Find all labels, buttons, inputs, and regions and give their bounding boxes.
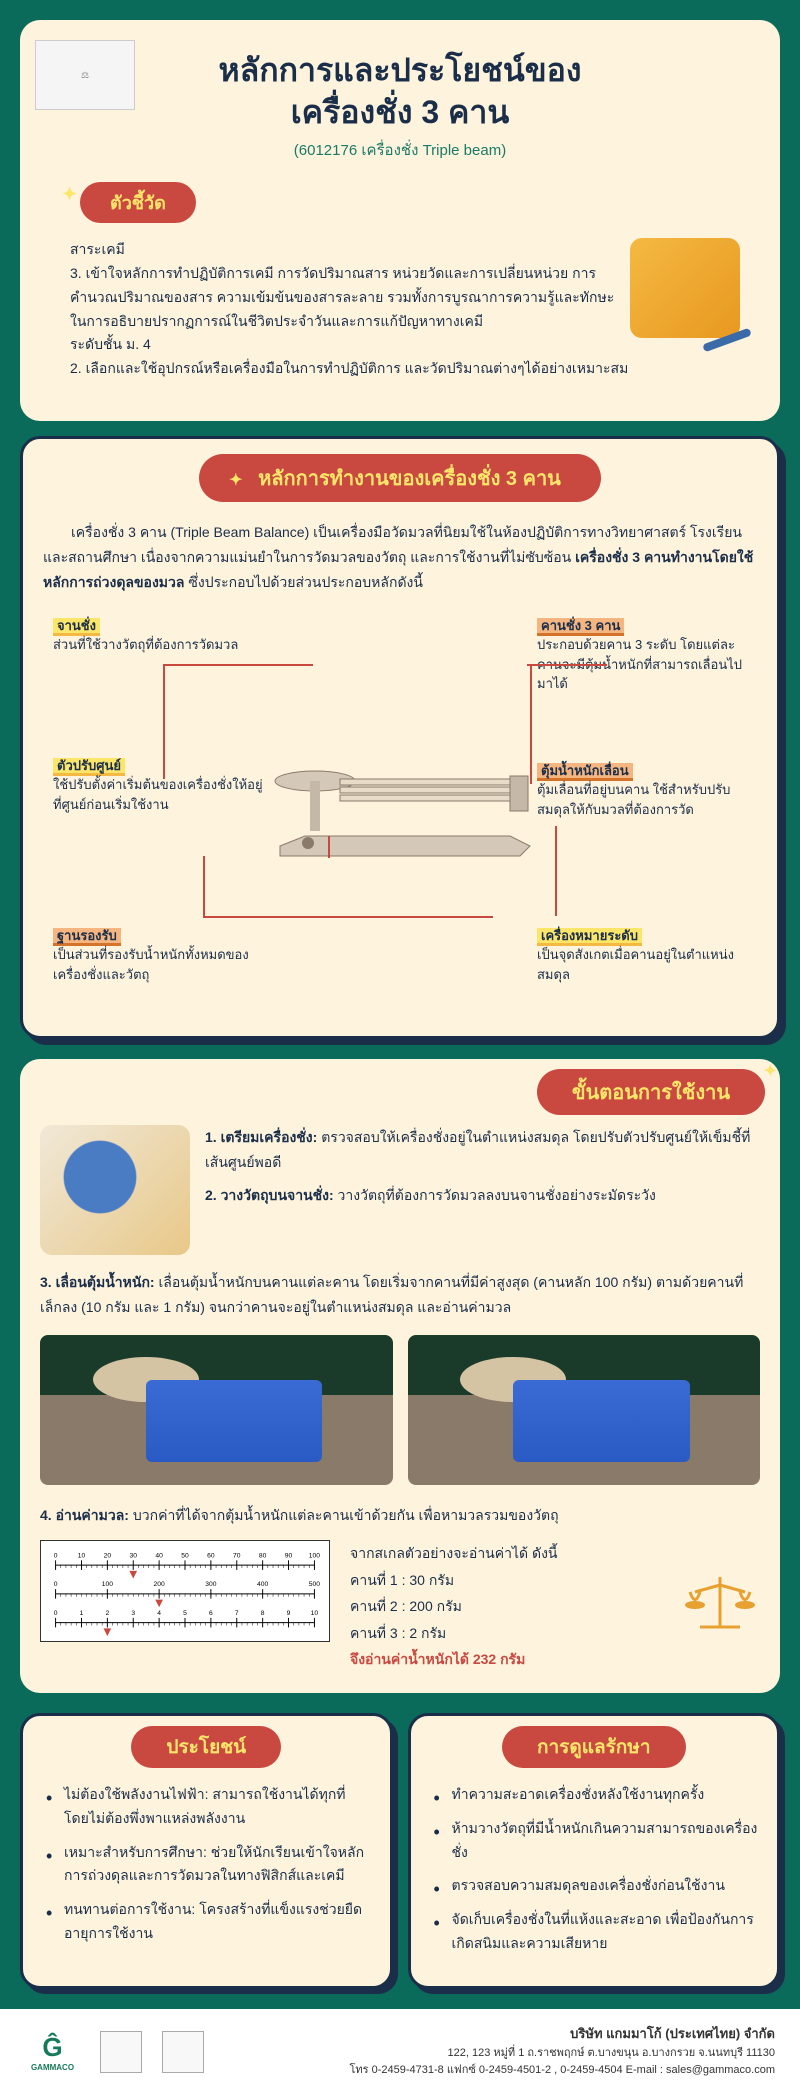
list-item: ตรวจสอบความสมดุลของเครื่องชั่งก่อนใช้งาน xyxy=(434,1874,760,1898)
indicators-badge: ✦ ตัวชี้วัด xyxy=(80,182,196,223)
list-item: ทำความสะอาดเครื่องชั่งหลังใช้งานทุกครั้ง xyxy=(434,1783,760,1807)
svg-text:0: 0 xyxy=(54,1581,58,1588)
list-item: จัดเก็บเครื่องชั่งในที่แห้งและสะอาด เพื่… xyxy=(434,1908,760,1956)
gammaco-logo: Ĝ GAMMACO xyxy=(25,2029,80,2074)
usage-title-badge: ขั้นตอนการใช้งาน ✦ xyxy=(537,1069,765,1115)
svg-text:50: 50 xyxy=(181,1553,189,1560)
connector-line xyxy=(163,664,313,666)
list-item: ห้ามวางวัตถุที่มีน้ำหนักเกินความสามารถขอ… xyxy=(434,1817,760,1865)
part-label-base: ฐานรองรับ เป็นส่วนที่รองรับน้ำหนักทั้งหม… xyxy=(53,926,263,985)
footer: Ĝ GAMMACO บริษัท แกมมาโก้ (ประเทศไทย) จำ… xyxy=(0,2009,800,2095)
svg-text:100: 100 xyxy=(102,1581,113,1588)
part-label-zero: ตัวปรับศูนย์ ใช้ปรับตั้งค่าเริ่มต้นของเค… xyxy=(53,756,263,815)
header-card: ⚖ หลักการและประโยชน์ของ เครื่องชั่ง 3 คา… xyxy=(20,20,780,421)
svg-text:5: 5 xyxy=(183,1610,187,1617)
list-item: เหมาะสำหรับการศึกษา: ช่วยให้นักเรียนเข้า… xyxy=(46,1841,372,1889)
svg-text:10: 10 xyxy=(311,1610,319,1617)
usage-photo-2 xyxy=(408,1335,761,1485)
svg-text:90: 90 xyxy=(285,1553,293,1560)
balance-illustration xyxy=(260,751,540,881)
reading-values: จากสเกลตัวอย่างจะอ่านค่าได้ ดังนี้ คานที… xyxy=(350,1540,660,1673)
svg-text:1: 1 xyxy=(80,1610,84,1617)
svg-text:60: 60 xyxy=(207,1553,215,1560)
justice-scale-icon xyxy=(680,1567,760,1647)
connector-line xyxy=(555,826,557,916)
step-3: 3. เลื่อนตุ้มน้ำหนัก: เลื่อนตุ้มน้ำหนักบ… xyxy=(40,1270,760,1320)
care-card: การดูแลรักษา ทำความสะอาดเครื่องชั่งหลังใ… xyxy=(408,1713,781,1989)
care-list: ทำความสะอาดเครื่องชั่งหลังใช้งานทุกครั้ง… xyxy=(429,1783,760,1956)
svg-text:0: 0 xyxy=(54,1553,58,1560)
scale-ruler: 0 10 20 30 40 50 60 70 80 90 100 0 100 200 300 400 500 0 1… xyxy=(40,1540,330,1642)
cert-badge-1 xyxy=(100,2031,142,2073)
svg-text:8: 8 xyxy=(261,1610,265,1617)
svg-text:9: 9 xyxy=(287,1610,291,1617)
principle-card: ✦ หลักการทำงานของเครื่องชั่ง 3 คาน เครื่… xyxy=(20,436,780,1039)
connector-line xyxy=(163,664,165,779)
usage-card: ขั้นตอนการใช้งาน ✦ 1. เตรียมเครื่องชั่ง:… xyxy=(20,1059,780,1694)
principle-intro-text: เครื่องชั่ง 3 คาน (Triple Beam Balance) … xyxy=(43,520,757,596)
list-item: ทนทานต่อการใช้งาน: โครงสร้างที่แข็งแรงช่… xyxy=(46,1898,372,1946)
connector-line xyxy=(203,916,493,918)
benefits-title: ประโยชน์ xyxy=(131,1726,281,1768)
svg-text:100: 100 xyxy=(309,1553,320,1560)
svg-text:500: 500 xyxy=(309,1581,320,1588)
cert-badge-2 xyxy=(162,2031,204,2073)
usage-photos xyxy=(40,1335,760,1485)
svg-text:2: 2 xyxy=(105,1610,109,1617)
svg-text:200: 200 xyxy=(154,1581,165,1588)
main-title: หลักการและประโยชน์ของ เครื่องชั่ง 3 คาน xyxy=(40,50,760,133)
part-label-beams: คานชั่ง 3 คาน ประกอบด้วยคาน 3 ระดับ โดยแ… xyxy=(537,616,747,694)
connector-line xyxy=(527,664,607,666)
care-title: การดูแลรักษา xyxy=(502,1726,686,1768)
svg-text:3: 3 xyxy=(131,1610,135,1617)
svg-text:300: 300 xyxy=(205,1581,216,1588)
svg-text:4: 4 xyxy=(157,1610,161,1617)
connector-line xyxy=(530,664,532,784)
svg-text:400: 400 xyxy=(257,1581,268,1588)
svg-text:30: 30 xyxy=(130,1553,138,1560)
principle-title-badge: ✦ หลักการทำงานของเครื่องชั่ง 3 คาน xyxy=(199,454,601,502)
step-4-intro: 4. อ่านค่ามวล: บวกค่าที่ได้จากตุ้มน้ำหนั… xyxy=(40,1503,760,1528)
benefits-card: ประโยชน์ ไม่ต้องใช้พลังงานไฟฟ้า: สามารถใ… xyxy=(20,1713,393,1989)
indicators-content: สาระเคมี 3. เข้าใจหลักการทำปฏิบัติการเคม… xyxy=(40,223,760,391)
connector-line xyxy=(203,856,205,916)
svg-text:70: 70 xyxy=(233,1553,241,1560)
svg-text:20: 20 xyxy=(104,1553,112,1560)
svg-text:7: 7 xyxy=(235,1610,239,1617)
science-icon xyxy=(40,1125,190,1255)
notebook-icon xyxy=(630,238,740,338)
triple-beam-photo: ⚖ xyxy=(35,40,135,110)
benefits-list: ไม่ต้องใช้พลังงานไฟฟ้า: สามารถใช้งานได้ท… xyxy=(41,1783,372,1946)
part-label-riders: ตุ้มน้ำหนักเลื่อน ตุ้มเลื่อนที่อยู่บนคาน… xyxy=(537,761,747,820)
svg-text:80: 80 xyxy=(259,1553,267,1560)
list-item: ไม่ต้องใช้พลังงานไฟฟ้า: สามารถใช้งานได้ท… xyxy=(46,1783,372,1831)
svg-text:40: 40 xyxy=(155,1553,163,1560)
part-label-pointer: เครื่องหมายระดับ เป็นจุดสังเกตเมื่อคานอย… xyxy=(537,926,747,985)
connector-line xyxy=(328,836,330,858)
svg-text:0: 0 xyxy=(54,1610,58,1617)
product-code: (6012176 เครื่องชั่ง Triple beam) xyxy=(40,138,760,162)
footer-text: บริษัท แกมมาโก้ (ประเทศไทย) จำกัด 122, 1… xyxy=(224,2024,775,2080)
steps-1-2: 1. เตรียมเครื่องชั่ง: ตรวจสอบให้เครื่องช… xyxy=(205,1125,760,1209)
indicator-2: 2. เลือกและใช้อุปกรณ์หรือเครื่องมือในการ… xyxy=(70,357,740,381)
parts-diagram: จานชั่ง ส่วนที่ใช้วางวัตถุที่ต้องการวัดม… xyxy=(43,616,757,1016)
svg-text:6: 6 xyxy=(209,1610,213,1617)
svg-text:10: 10 xyxy=(78,1553,86,1560)
part-label-pan: จานชั่ง ส่วนที่ใช้วางวัตถุที่ต้องการวัดม… xyxy=(53,616,263,655)
usage-photo-1 xyxy=(40,1335,393,1485)
